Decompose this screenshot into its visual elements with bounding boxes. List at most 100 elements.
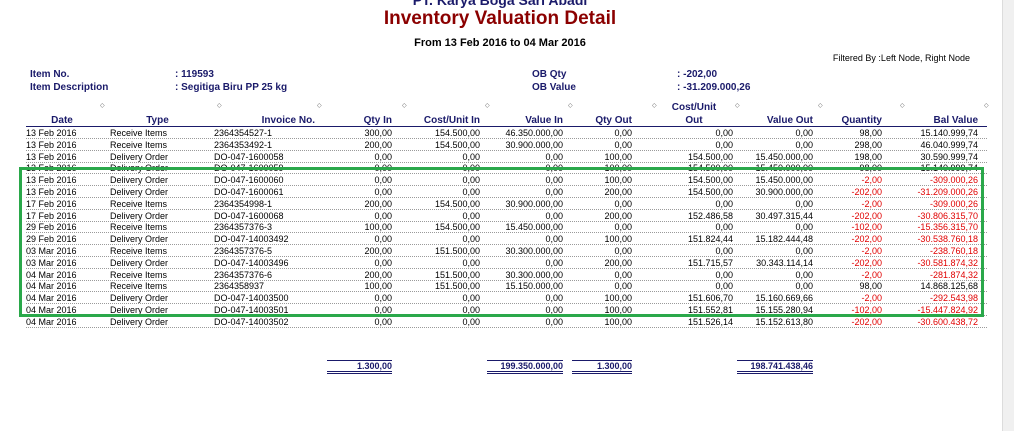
cell-date: 03 Mar 2016: [26, 257, 77, 268]
cell-value-in: 30.900.000,00: [505, 139, 563, 150]
cell-value-in: 0,00: [545, 163, 563, 174]
cell-qty-out: 0,00: [614, 139, 632, 150]
cell-value-in: 46.350.000,00: [505, 128, 563, 138]
cell-quantity: -2,00: [861, 198, 882, 209]
sort-indicator-icon[interactable]: ◇: [818, 103, 823, 109]
cell-cost-in: 0,00: [462, 234, 480, 245]
cell-cost-out: 151.552,81: [687, 305, 733, 315]
cell-date: 13 Feb 2016: [26, 139, 77, 150]
sort-indicator-icon[interactable]: ◇: [100, 103, 105, 109]
cell-quantity: -2,00: [861, 246, 882, 256]
cell-value-in: 0,00: [545, 210, 563, 221]
cell-type: Receive Items: [110, 198, 168, 209]
sort-indicator-icon[interactable]: ◇: [217, 103, 222, 109]
total-value-out: 198.741.438,46: [737, 360, 813, 374]
cell-qty-out: 100,00: [604, 316, 632, 327]
sort-indicator-icon[interactable]: ◇: [402, 103, 407, 109]
column-header-qty-in[interactable]: Qty In: [363, 115, 392, 126]
column-header-value-out[interactable]: Value Out: [766, 115, 813, 126]
cell-value-out: 0,00: [795, 139, 813, 150]
table-row: 29 Feb 2016 Receive Items 2364357376-3 100,…: [0, 222, 1000, 232]
cell-value-out: 15.450.000,00: [755, 163, 813, 174]
cell-qty-in: 0,00: [374, 175, 392, 186]
cell-qty-out: 100,00: [604, 234, 632, 245]
cell-cost-out: 154.500,00: [687, 187, 733, 197]
cell-value-in: 0,00: [545, 305, 563, 315]
cell-invoice: DO-047-1600060: [214, 175, 284, 186]
cell-invoice: DO-047-14003496: [214, 257, 289, 268]
cell-cost-out: 152.486,58: [687, 210, 733, 221]
cell-quantity: -2,00: [861, 293, 882, 304]
cell-value-in: 0,00: [545, 151, 563, 162]
cell-value-out: 0,00: [795, 198, 813, 209]
cell-cost-in: 154.500,00: [434, 222, 480, 233]
cell-value-out: 15.450.000,00: [755, 151, 813, 162]
cell-type: Delivery Order: [110, 151, 169, 162]
cell-value-out: 15.155.280,94: [755, 305, 813, 315]
column-header-qty-out[interactable]: Qty Out: [595, 115, 632, 126]
cell-cost-out: 0,00: [715, 198, 733, 209]
cell-qty-out: 200,00: [604, 257, 632, 268]
cell-qty-in: 0,00: [374, 163, 392, 174]
table-row: 03 Mar 2016 Receive Items 2364357376-5 200,…: [0, 246, 1000, 256]
column-header-invoice[interactable]: Invoice No.: [261, 115, 315, 126]
cell-bal-value: 15.140.999,74: [920, 128, 978, 138]
cell-qty-out: 0,00: [614, 222, 632, 233]
sort-indicator-icon[interactable]: ◇: [485, 103, 490, 109]
column-header-type[interactable]: Type: [146, 115, 169, 126]
cell-date: 13 Feb 2016: [26, 175, 77, 186]
total-qty-out: 1.300,00: [572, 360, 632, 374]
cell-invoice: 2364354998-1: [214, 198, 273, 209]
cell-qty-in: 0,00: [374, 316, 392, 327]
sort-indicator-icon[interactable]: ◇: [568, 103, 573, 109]
column-header-quantity[interactable]: Quantity: [841, 115, 882, 126]
sort-indicator-icon[interactable]: ◇: [735, 103, 740, 109]
cell-value-out: 30.497.315,44: [755, 210, 813, 221]
table-row: 04 Mar 2016 Receive Items 2364357376-6 200,…: [0, 270, 1000, 280]
row-divider: [26, 291, 987, 293]
sort-indicator-icon[interactable]: ◇: [984, 103, 989, 109]
cell-value-in: 30.300.000,00: [505, 246, 563, 256]
cell-value-out: 15.152.613,80: [755, 316, 813, 327]
sort-indicator-icon[interactable]: ◇: [317, 103, 322, 109]
cell-cost-in: 0,00: [462, 305, 480, 315]
cell-qty-out: 100,00: [604, 293, 632, 304]
cell-invoice: DO-047-14003492: [214, 234, 289, 245]
cell-value-in: 0,00: [545, 187, 563, 197]
row-divider: [26, 161, 987, 163]
column-header-value-in[interactable]: Value In: [525, 115, 563, 126]
cell-cost-in: 154.500,00: [434, 139, 480, 150]
column-header-date[interactable]: Date: [51, 115, 73, 126]
column-header-cost-in[interactable]: Cost/Unit In: [423, 115, 480, 126]
cell-cost-out: 0,00: [715, 281, 733, 292]
cell-qty-out: 100,00: [604, 305, 632, 315]
cell-value-in: 30.900.000,00: [505, 198, 563, 209]
sort-indicator-icon[interactable]: ◇: [900, 103, 905, 109]
column-header-cost-out[interactable]: Cost/Unit: [671, 102, 717, 113]
cell-cost-in: 0,00: [462, 175, 480, 186]
cell-value-in: 15.450.000,00: [505, 222, 563, 233]
cell-invoice: 2364357376-5: [214, 246, 273, 256]
cell-qty-out: 0,00: [614, 128, 632, 138]
cell-bal-value: -292.543,98: [929, 293, 978, 304]
cell-bal-value: -30.806.315,70: [917, 210, 978, 221]
cell-cost-in: 0,00: [462, 187, 480, 197]
cell-qty-in: 0,00: [374, 257, 392, 268]
vertical-scrollbar[interactable]: [1002, 0, 1014, 431]
cell-date: 04 Mar 2016: [26, 269, 77, 280]
cell-quantity: -202,00: [851, 210, 882, 221]
column-header-cost-out-line2[interactable]: Out: [685, 115, 703, 126]
cell-quantity: -202,00: [851, 257, 882, 268]
report-period: From 13 Feb 2016 to 04 Mar 2016: [414, 37, 586, 49]
sort-indicator-icon[interactable]: ◇: [652, 103, 657, 109]
cell-qty-out: 200,00: [604, 187, 632, 197]
column-header-bal-value[interactable]: Bal Value: [933, 115, 978, 126]
cell-cost-in: 0,00: [462, 257, 480, 268]
cell-bal-value: 46.040.999,74: [920, 139, 978, 150]
cell-bal-value: -309.000,26: [929, 175, 978, 186]
cell-qty-out: 200,00: [604, 210, 632, 221]
cell-value-in: 15.150.000,00: [505, 281, 563, 292]
table-row: 13 Feb 2016 Delivery Order DO-047-1600061 0…: [0, 187, 1000, 197]
cell-value-in: 0,00: [545, 257, 563, 268]
row-divider: [26, 279, 987, 281]
